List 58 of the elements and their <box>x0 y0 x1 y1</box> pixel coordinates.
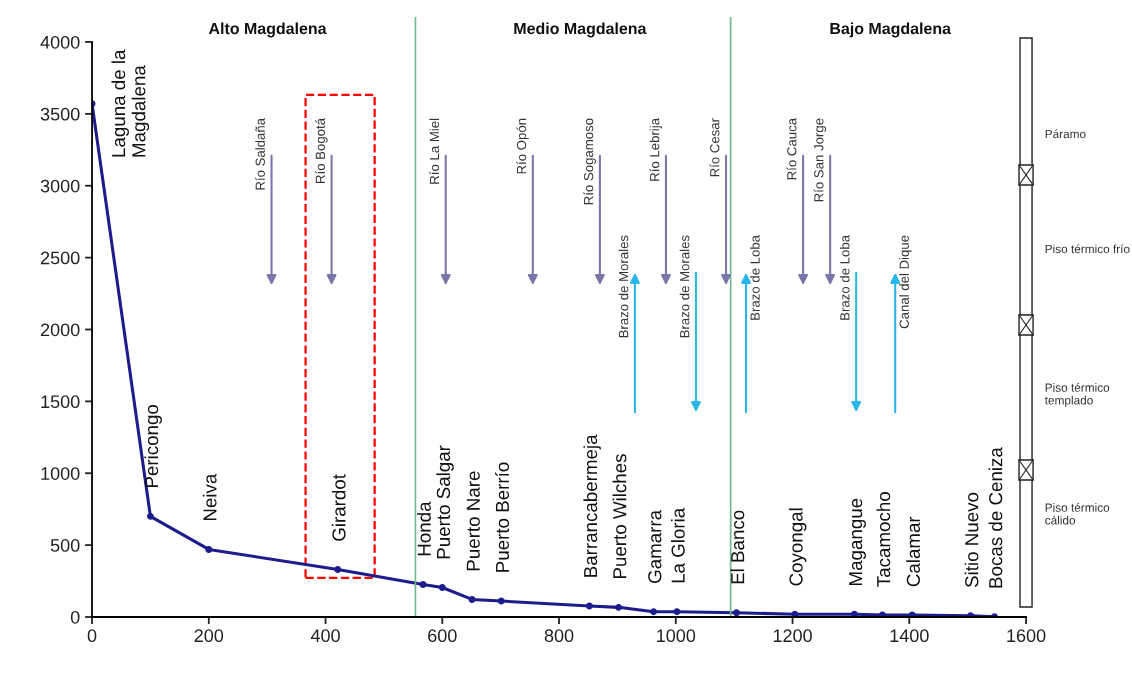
annotation: Magangue <box>849 498 866 585</box>
annotation: Río San Jorge <box>813 118 827 202</box>
annotation: Coyongal <box>788 508 807 586</box>
annotation: La Gloria <box>671 507 685 583</box>
y-tick-label: 2000 <box>40 323 80 337</box>
text: Páramo <box>1045 129 1086 139</box>
annotation: Laguna de la Magdalena <box>111 49 150 157</box>
text: Piso térmico templado <box>1044 382 1110 407</box>
y-tick-label: 4000 <box>40 35 80 49</box>
annotation: Puerto Wilches <box>612 454 627 579</box>
y-tick-label: 3500 <box>40 107 80 121</box>
annotation: Pericongo <box>144 404 162 488</box>
annotation: Brazo de Morales <box>618 235 629 338</box>
y-tick-label: 3000 <box>40 179 80 193</box>
annotation: Río Cauca <box>786 117 797 180</box>
annotation: Río Opón <box>516 118 529 174</box>
annotation: Bocas de Ceniza <box>988 447 1003 588</box>
annotation: Brazo de Loba <box>839 234 850 320</box>
text: Piso térmico cálido <box>1045 502 1110 525</box>
annotation: Puerto Salgar <box>436 445 454 559</box>
annotation: Tacamocho <box>876 492 891 587</box>
annotation: Río Lebrija <box>649 117 662 181</box>
x-tick-label: 1200 <box>773 629 812 643</box>
y-tick-label: 1500 <box>41 395 80 409</box>
annotation: Puerto Berrío <box>495 462 510 572</box>
annotation: Gamarra <box>648 509 662 583</box>
annotation: Brazo de Morales <box>679 235 690 338</box>
x-tick-label: 0 <box>87 629 97 643</box>
y-tick-label: 0 <box>70 610 80 624</box>
x-tick-label: 1000 <box>657 629 696 643</box>
annotation: Sitio Nuevo <box>964 492 979 588</box>
annotation: Puerto Nare <box>466 471 480 571</box>
annotation: Honda <box>417 501 431 556</box>
annotation: Río Bogotá <box>315 117 328 183</box>
annotation: Barrancabermeja <box>583 434 601 577</box>
annotation: Río La Miel <box>429 118 440 184</box>
annotation: Brazo de Loba <box>750 234 760 320</box>
annotation: Girardot <box>331 474 346 541</box>
text: Bajo Magdalena <box>830 22 952 38</box>
text: Medio Magdalena <box>514 22 647 38</box>
annotation: Río Sogamoso <box>583 118 596 205</box>
x-tick-label: 400 <box>310 629 340 643</box>
x-tick-label: 600 <box>428 629 457 643</box>
annotation: Río Cesar <box>709 118 720 177</box>
text: Alto Magdalena <box>208 22 327 38</box>
annotation: El Banco <box>730 510 745 584</box>
annotation: Canal del Dique <box>899 235 912 329</box>
annotation: Calamar <box>906 516 921 587</box>
x-tick-label: 800 <box>544 629 574 643</box>
x-tick-label: 1600 <box>1007 629 1046 643</box>
annotation: Neiva <box>202 473 217 521</box>
y-tick-label: 500 <box>50 539 80 552</box>
y-tick-label: 2500 <box>40 251 80 265</box>
x-tick-label: 200 <box>194 629 224 643</box>
y-tick-label: 1000 <box>41 467 80 480</box>
x-tick-label: 1400 <box>890 629 929 643</box>
text: Piso térmico frío <box>1045 244 1130 254</box>
annotation: Río Saldaña <box>255 117 265 190</box>
